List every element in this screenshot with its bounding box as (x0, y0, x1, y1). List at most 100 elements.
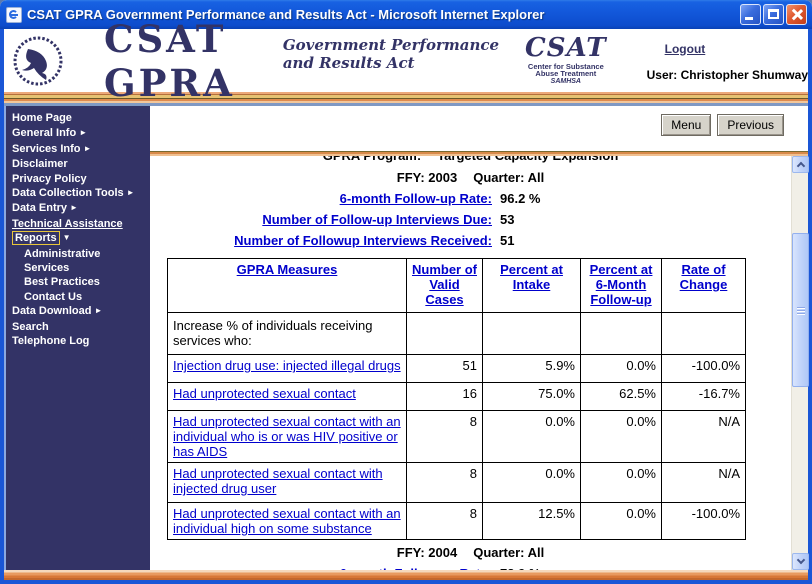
intake-value: 0.0% (482, 410, 581, 463)
ffy-label: FFY: 2004 (396, 545, 458, 560)
sidebar-item-privacy-policy[interactable]: Privacy Policy (12, 172, 87, 185)
col-header-gpra-measures[interactable]: GPRA Measures (167, 258, 407, 313)
intake-value: 75.0% (482, 382, 581, 411)
sidebar-item-data-entry[interactable]: Data Entry ► (12, 202, 78, 215)
measure-link[interactable]: Had unprotected sexual contact with an i… (173, 506, 401, 536)
close-button[interactable] (786, 4, 807, 25)
scrollbar-thumb[interactable] (792, 233, 809, 387)
table-row: Had unprotected sexual contact 16 75.0% … (167, 382, 746, 411)
vertical-scrollbar[interactable] (791, 156, 809, 570)
interviews-received-link[interactable]: Number of Followup Interviews Received: (234, 233, 492, 248)
program-value: Targeted Capacity Expansion (437, 156, 618, 163)
report-body: GPRA Program: Targeted Capacity Expansion… (150, 156, 791, 570)
sidebar-item-telephone-log[interactable]: Telephone Log (12, 335, 90, 348)
active-item-highlight: Reports (12, 231, 60, 246)
minimize-icon (745, 17, 753, 20)
sidebar-item-home-page[interactable]: Home Page (12, 112, 72, 124)
interviews-due-value: 53 (500, 212, 515, 227)
col-header-percent-followup[interactable]: Percent at 6-Month Follow-up (580, 258, 662, 313)
valid-cases-value: 8 (406, 462, 483, 503)
sidebar-item-administrative[interactable]: Administrative (24, 247, 101, 260)
title-bar: CSAT GPRA Government Performance and Res… (0, 0, 812, 29)
valid-cases-value: 16 (406, 382, 483, 411)
intake-value: 0.0% (482, 462, 581, 503)
menu-button[interactable]: Menu (661, 114, 712, 136)
measure-link[interactable]: Had unprotected sexual contact with inje… (173, 466, 383, 496)
sidebar-item-services-info[interactable]: Services Info ► (12, 142, 92, 155)
app-header: CSAT GPRA Government Performance and Res… (4, 17, 808, 105)
sidebar-item-data-download[interactable]: Data Download ► (12, 305, 103, 318)
window-title: CSAT GPRA Government Performance and Res… (27, 7, 545, 22)
followup-value: 0.0% (580, 410, 662, 463)
quarter-label: Quarter: All (473, 170, 545, 185)
session-block: Logout User: Christopher Shumway (647, 40, 808, 82)
brand-title: CSAT GPRA (104, 16, 235, 105)
table-row: Had unprotected sexual contact with an i… (167, 502, 746, 540)
followup-rate-link[interactable]: 6-month Follow-up Rate: (150, 566, 492, 570)
measure-link[interactable]: Injection drug use: injected illegal dru… (173, 358, 401, 373)
scrollbar-grip-icon (797, 307, 805, 308)
scroll-up-button[interactable] (792, 156, 809, 173)
sidebar-item-data-collection-tools[interactable]: Data Collection Tools ► (12, 187, 135, 200)
group-label: Increase % of individuals receiving serv… (167, 312, 407, 355)
col-header-percent-intake[interactable]: Percent at Intake (482, 258, 581, 313)
maximize-icon (768, 9, 779, 19)
logout-link[interactable]: Logout (664, 41, 706, 56)
table-row: Had unprotected sexual contact with inje… (167, 462, 746, 503)
brand-lockup: CSAT GPRA Government Performance and Res… (104, 17, 499, 105)
csat-seal-line1: Center for Substance (527, 61, 604, 71)
followup-value: 0.0% (580, 462, 662, 503)
table-group-row: Increase % of individuals receiving serv… (167, 312, 746, 355)
window-frame: CSAT GPRA Government Performance and Res… (0, 17, 812, 584)
program-line: GPRA Program: Targeted Capacity Expansion (150, 156, 791, 164)
submenu-arrow-icon: ► (94, 306, 103, 316)
previous-button[interactable]: Previous (717, 114, 784, 136)
sidebar-item-services[interactable]: Services (24, 262, 70, 275)
brand-subtitle: Government Performance and Results Act (282, 35, 500, 72)
table-row: Injection drug use: injected illegal dru… (167, 354, 746, 383)
scroll-down-button[interactable] (792, 553, 809, 570)
followup-value: 0.0% (580, 502, 662, 540)
submenu-arrow-icon: ▼ (62, 233, 71, 243)
intake-value: 5.9% (482, 354, 581, 383)
sidebar-item-best-practices[interactable]: Best Practices (24, 276, 100, 289)
minimize-button[interactable] (740, 4, 761, 25)
sidebar-item-contact-us[interactable]: Contact Us (24, 290, 83, 303)
measure-link[interactable]: Had unprotected sexual contact with an i… (173, 414, 401, 459)
sidebar-item-reports[interactable]: Reports ▼ (12, 231, 150, 246)
table-row: Had unprotected sexual contact with an i… (167, 410, 746, 463)
csat-seal-title: CSAT (525, 33, 607, 64)
stat-row: 6-month Follow-up Rate: 96.2 % (150, 191, 791, 207)
rate-of-change-value: N/A (661, 410, 746, 463)
followup-value: 62.5% (580, 382, 662, 411)
measure-link[interactable]: Had unprotected sexual contact (173, 386, 356, 401)
hhs-eagle-logo (13, 36, 63, 85)
stat-row: Number of Follow-up Interviews Due: 53 (150, 212, 791, 228)
header-divider-shadow (4, 103, 808, 106)
interviews-due-link[interactable]: Number of Follow-up Interviews Due: (262, 212, 492, 227)
sidebar-item-disclaimer[interactable]: Disclaimer (12, 158, 68, 171)
csat-seal-line2: Abuse Treatment (535, 69, 597, 79)
internet-explorer-icon (6, 6, 22, 23)
followup-rate-link[interactable]: 6-month Follow-up Rate: (339, 191, 492, 206)
quarter-label: Quarter: All (473, 545, 545, 560)
sidebar-item-technical-assistance[interactable]: Technical Assistance (12, 217, 123, 230)
followup-rate-value: 96.2 % (500, 191, 541, 206)
navigation-sidebar: Home Page General Info ► Services Info ► D… (4, 106, 150, 570)
maximize-button[interactable] (763, 4, 784, 25)
rate-of-change-value: -16.7% (661, 382, 746, 411)
interviews-received-value: 51 (500, 233, 515, 248)
col-header-rate-of-change[interactable]: Rate of Change (661, 258, 746, 313)
chevron-down-icon (796, 555, 806, 565)
stat-row: Number of Followup Interviews Received: … (150, 233, 791, 249)
col-header-valid-cases[interactable]: Number of Valid Cases (406, 258, 483, 313)
csat-seal: CSAT Center for Substance Abuse Treatmen… (525, 33, 607, 85)
valid-cases-value: 8 (406, 410, 483, 463)
sidebar-item-search[interactable]: Search (12, 320, 49, 333)
footer-stripe (4, 570, 808, 580)
chevron-up-icon (796, 161, 806, 171)
intake-value: 12.5% (482, 502, 581, 540)
current-user-label: User: Christopher Shumway (646, 67, 808, 82)
sidebar-item-general-info[interactable]: General Info ► (12, 127, 88, 140)
